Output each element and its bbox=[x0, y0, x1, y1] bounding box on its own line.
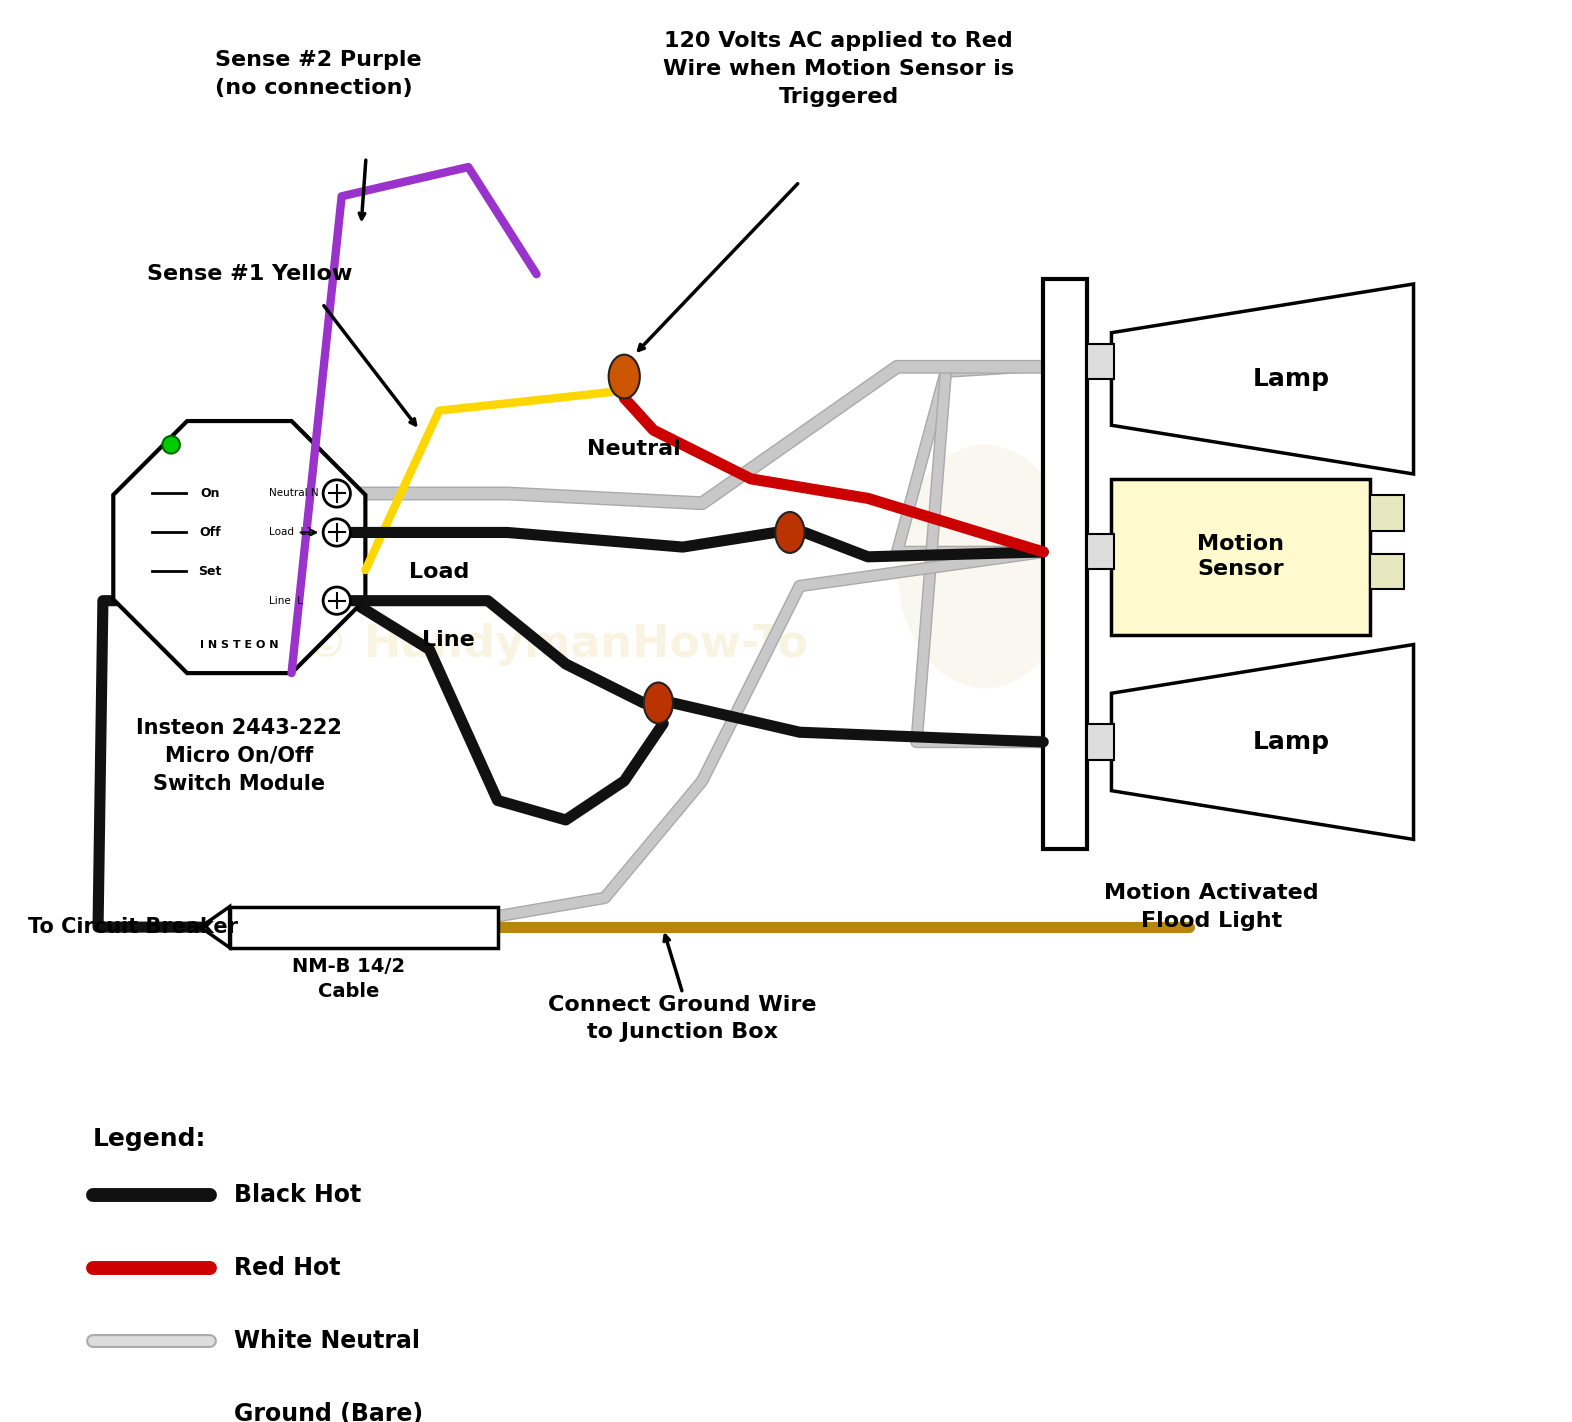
Polygon shape bbox=[200, 907, 230, 947]
Bar bbox=[1369, 555, 1404, 589]
Circle shape bbox=[324, 519, 351, 546]
Bar bbox=[1369, 495, 1404, 530]
Text: Neutral: Neutral bbox=[586, 439, 681, 459]
Ellipse shape bbox=[775, 512, 805, 553]
Text: Connect Ground Wire
to Junction Box: Connect Ground Wire to Junction Box bbox=[549, 995, 817, 1042]
Text: Load  L1: Load L1 bbox=[269, 528, 313, 538]
Text: Off: Off bbox=[200, 526, 222, 539]
Text: White Neutral: White Neutral bbox=[234, 1330, 420, 1354]
Text: 120 Volts AC applied to Red
Wire when Motion Sensor is
Triggered: 120 Volts AC applied to Red Wire when Mo… bbox=[663, 31, 1014, 107]
Text: NM-B 14/2
Cable: NM-B 14/2 Cable bbox=[292, 957, 406, 1001]
Bar bbox=[230, 907, 498, 947]
Text: Ground (Bare): Ground (Bare) bbox=[234, 1402, 423, 1422]
Bar bbox=[1088, 535, 1115, 569]
Text: Legend:: Legend: bbox=[93, 1126, 206, 1150]
Text: Neutral N: Neutral N bbox=[269, 489, 318, 499]
Text: Motion Activated
Flood Light: Motion Activated Flood Light bbox=[1104, 883, 1319, 931]
Text: Line  L: Line L bbox=[269, 596, 302, 606]
Text: Load: Load bbox=[409, 562, 470, 582]
Text: Line: Line bbox=[423, 630, 475, 650]
Text: On: On bbox=[200, 486, 220, 501]
Text: To Circuit Breaker: To Circuit Breaker bbox=[28, 917, 237, 937]
Text: Red Hot: Red Hot bbox=[234, 1256, 341, 1280]
Text: Lamp: Lamp bbox=[1253, 729, 1330, 754]
Ellipse shape bbox=[898, 445, 1072, 688]
Text: Black Hot: Black Hot bbox=[234, 1183, 362, 1207]
Text: Set: Set bbox=[198, 565, 222, 577]
Text: Motion
Sensor: Motion Sensor bbox=[1198, 535, 1284, 579]
Text: Sense #2 Purple
(no connection): Sense #2 Purple (no connection) bbox=[215, 50, 421, 98]
Circle shape bbox=[162, 437, 179, 454]
Ellipse shape bbox=[608, 354, 640, 398]
Text: © HandymanHow-To: © HandymanHow-To bbox=[303, 623, 808, 665]
Text: Insteon 2443-222
Micro On/Off
Switch Module: Insteon 2443-222 Micro On/Off Switch Mod… bbox=[137, 718, 343, 793]
Circle shape bbox=[324, 587, 351, 614]
Bar bbox=[1044, 279, 1088, 849]
Ellipse shape bbox=[643, 683, 673, 724]
Text: I N S T E O N: I N S T E O N bbox=[200, 640, 278, 650]
Bar bbox=[1088, 724, 1115, 759]
Bar bbox=[1088, 344, 1115, 380]
Circle shape bbox=[324, 479, 351, 508]
Bar bbox=[1111, 479, 1369, 634]
Text: Lamp: Lamp bbox=[1253, 367, 1330, 391]
Polygon shape bbox=[1111, 284, 1413, 474]
Polygon shape bbox=[113, 421, 365, 673]
Polygon shape bbox=[1111, 644, 1413, 839]
Text: Sense #1 Yellow: Sense #1 Yellow bbox=[146, 264, 352, 284]
